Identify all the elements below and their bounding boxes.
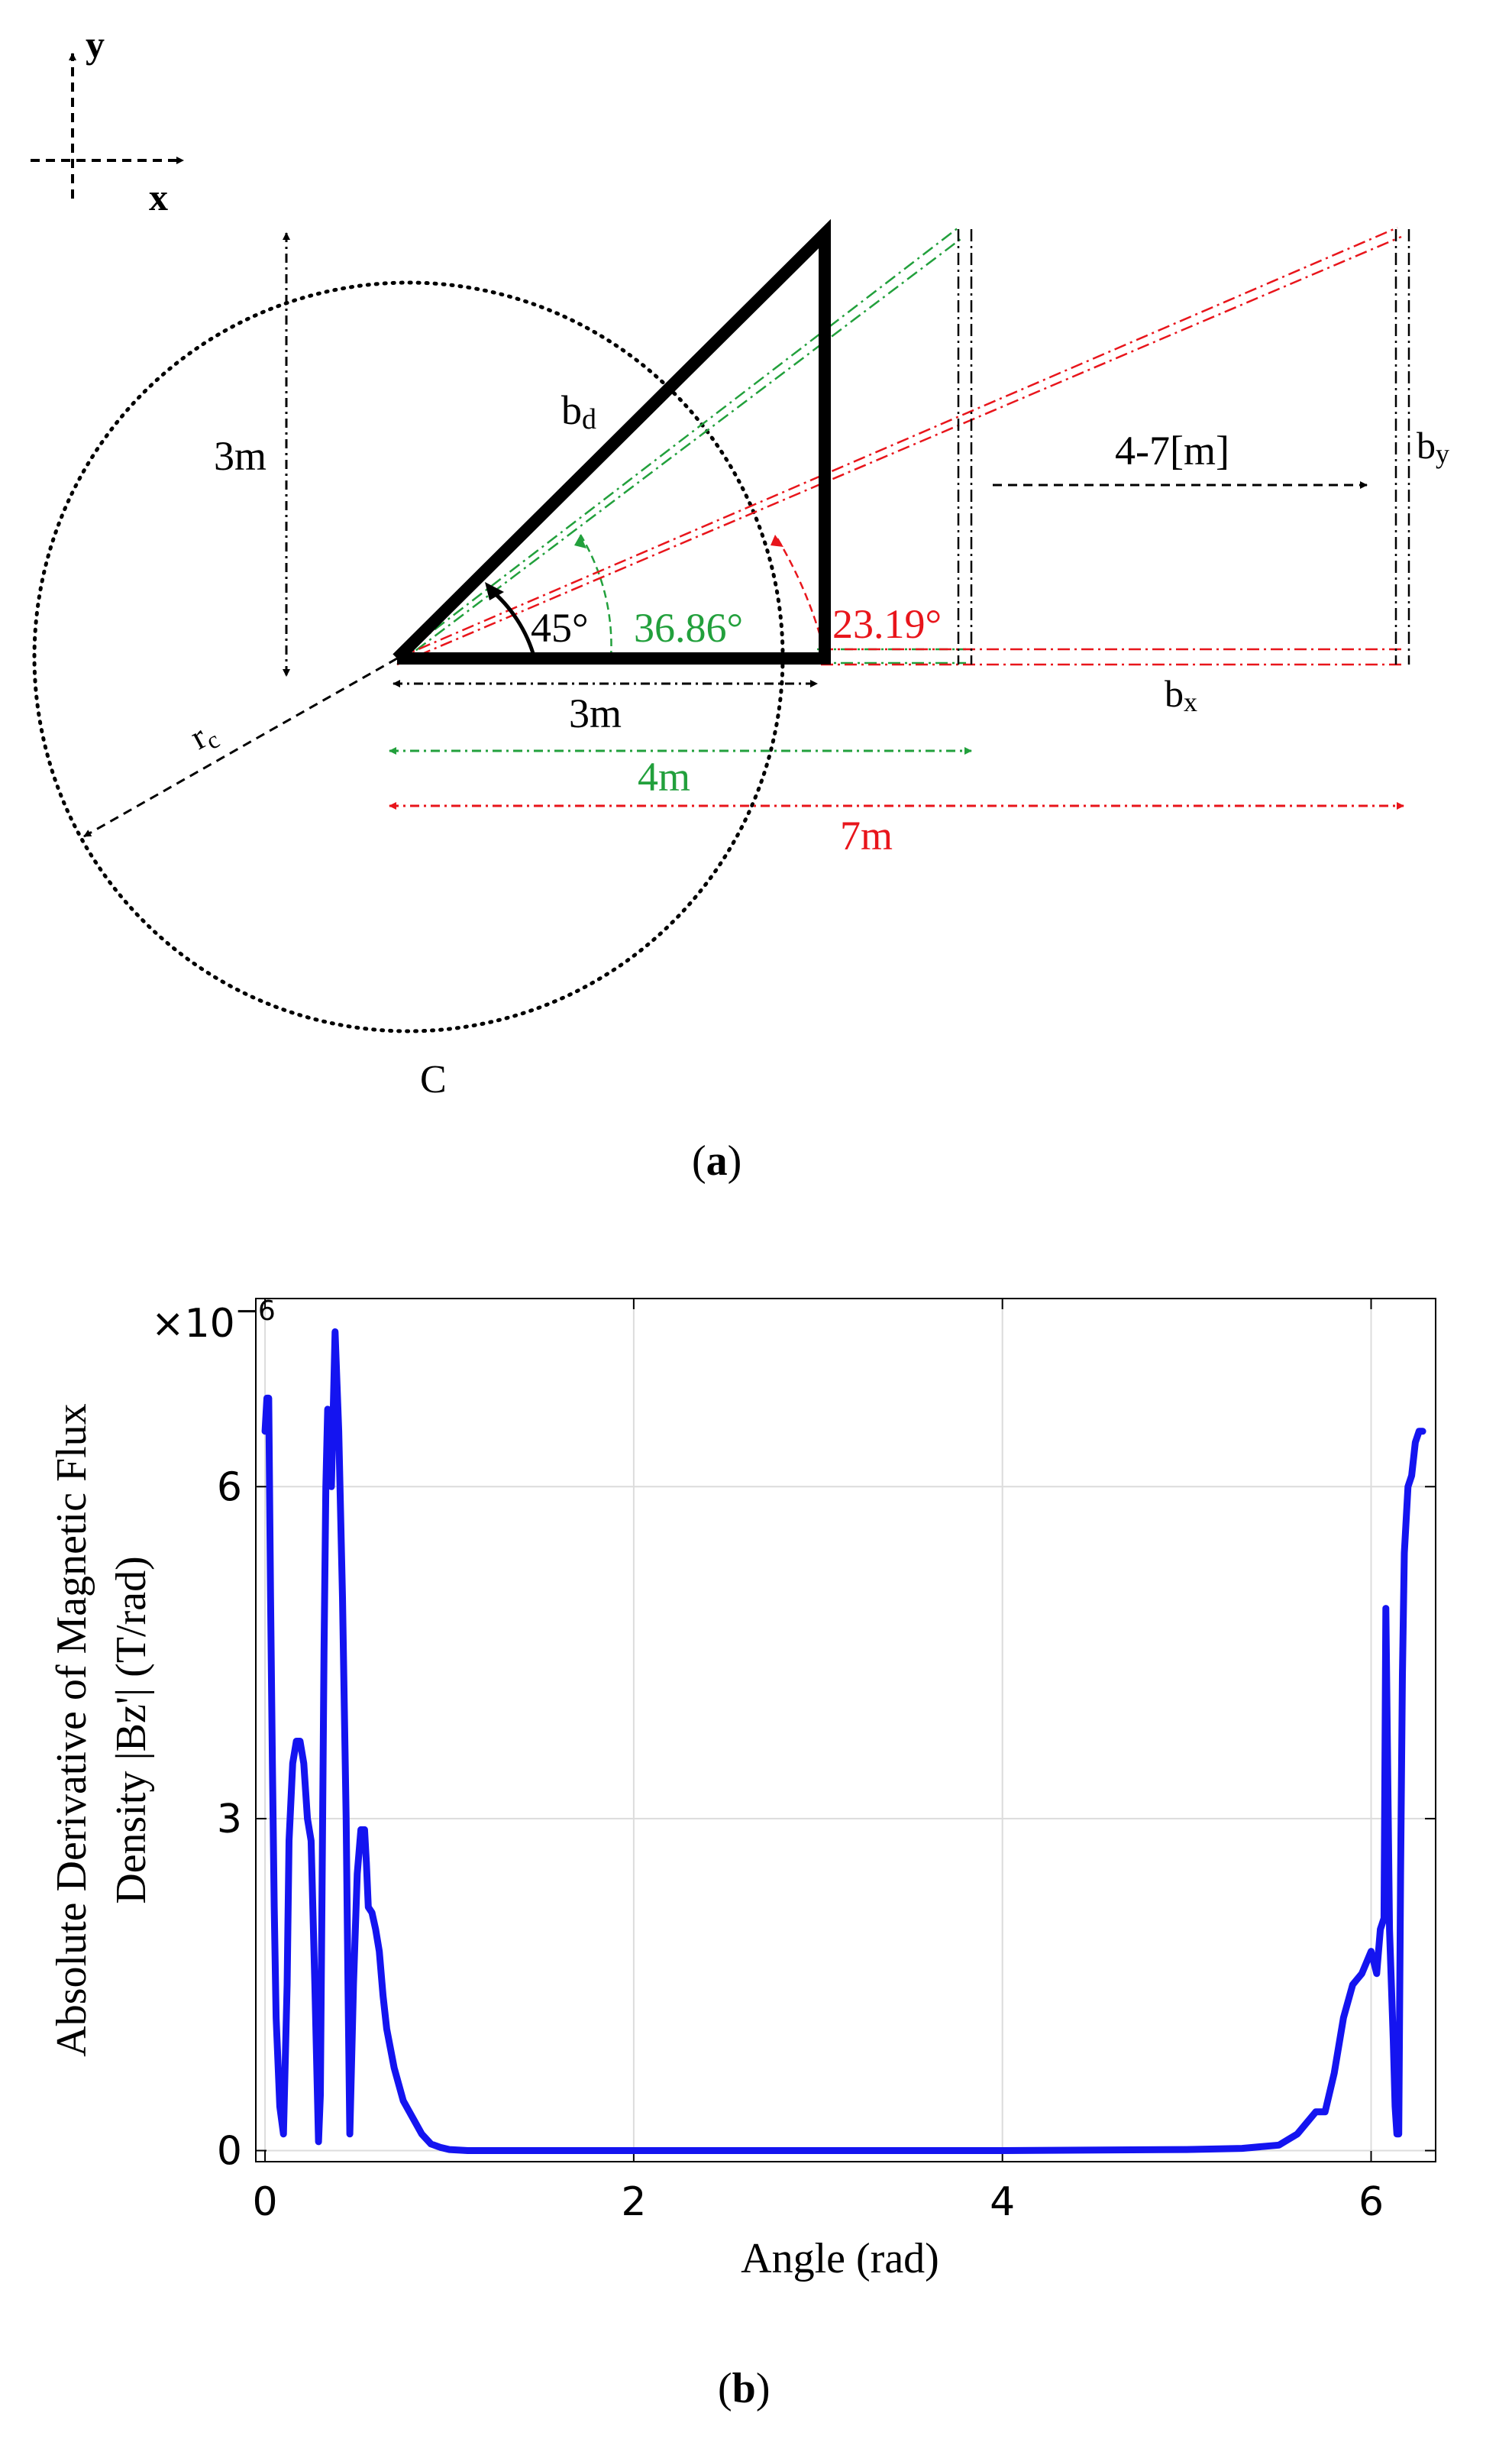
caption-a: (a) (692, 1137, 741, 1185)
series-line (261, 1328, 1426, 2154)
angle-45-label: 45° (531, 605, 589, 651)
base-7m-label: 7m (840, 813, 893, 859)
x-tick-label: 0 (253, 2179, 278, 2225)
by-label: by (1417, 424, 1449, 469)
angle-45-arrowhead (485, 582, 504, 600)
caption-b: (b) (718, 2365, 770, 2412)
y-tick-label: 0 (217, 2129, 242, 2175)
height-label: 3m (214, 433, 267, 479)
y-tick-label: 6 (217, 1464, 242, 1510)
radius-arrow (83, 657, 398, 838)
circle-c-label: C (420, 1058, 447, 1101)
red-geometry (396, 226, 1405, 666)
axis-y-label: y (86, 23, 105, 66)
axis-indicator: y x (31, 23, 184, 218)
range-label: 4-7[m] (1115, 428, 1229, 474)
axis-x-label: x (149, 176, 168, 218)
x-tick-label: 6 (1359, 2179, 1384, 2225)
green-angle-arrowhead (574, 535, 586, 548)
series-layer (261, 1328, 1426, 2154)
y-tick-label: 3 (217, 1797, 242, 1842)
red-angle-arrowhead (771, 535, 783, 547)
radius-label: rc (184, 712, 224, 760)
triangle (393, 218, 831, 665)
hypotenuse-label: bd (561, 387, 596, 435)
x-tick-label: 4 (990, 2179, 1015, 2225)
green-bar (957, 229, 973, 665)
x-axis-label: Angle (rad) (741, 2235, 939, 2282)
x-tick-label: 2 (621, 2179, 646, 2225)
plot-frame (255, 1298, 1436, 2162)
angle-red-label: 23.19° (832, 601, 942, 647)
exponent-label: ×10−6 (151, 1295, 276, 1347)
base-4m-label: 4m (638, 754, 690, 800)
tick-layer: 0 2 4 6 0 3 6 (217, 1299, 1436, 2225)
angle-green-label: 36.86° (634, 605, 743, 651)
panel-b-chart: 0 2 4 6 0 3 6 Absolute Derivative of Magnetic … (48, 1295, 1436, 2412)
red-bar (1394, 229, 1410, 665)
green-geometry (396, 227, 966, 665)
bx-label: bx (1165, 672, 1197, 717)
y-axis-label-line-1: Absolute Derivative of Magnetic Flux (48, 1403, 95, 2056)
y-axis-label-line-2: Density |Bz'| (T/rad) (108, 1556, 155, 1904)
grid-layer (256, 1299, 1436, 2162)
base-3m-label: 3m (569, 691, 622, 736)
panel-a-diagram: y x rc (31, 23, 1449, 1185)
